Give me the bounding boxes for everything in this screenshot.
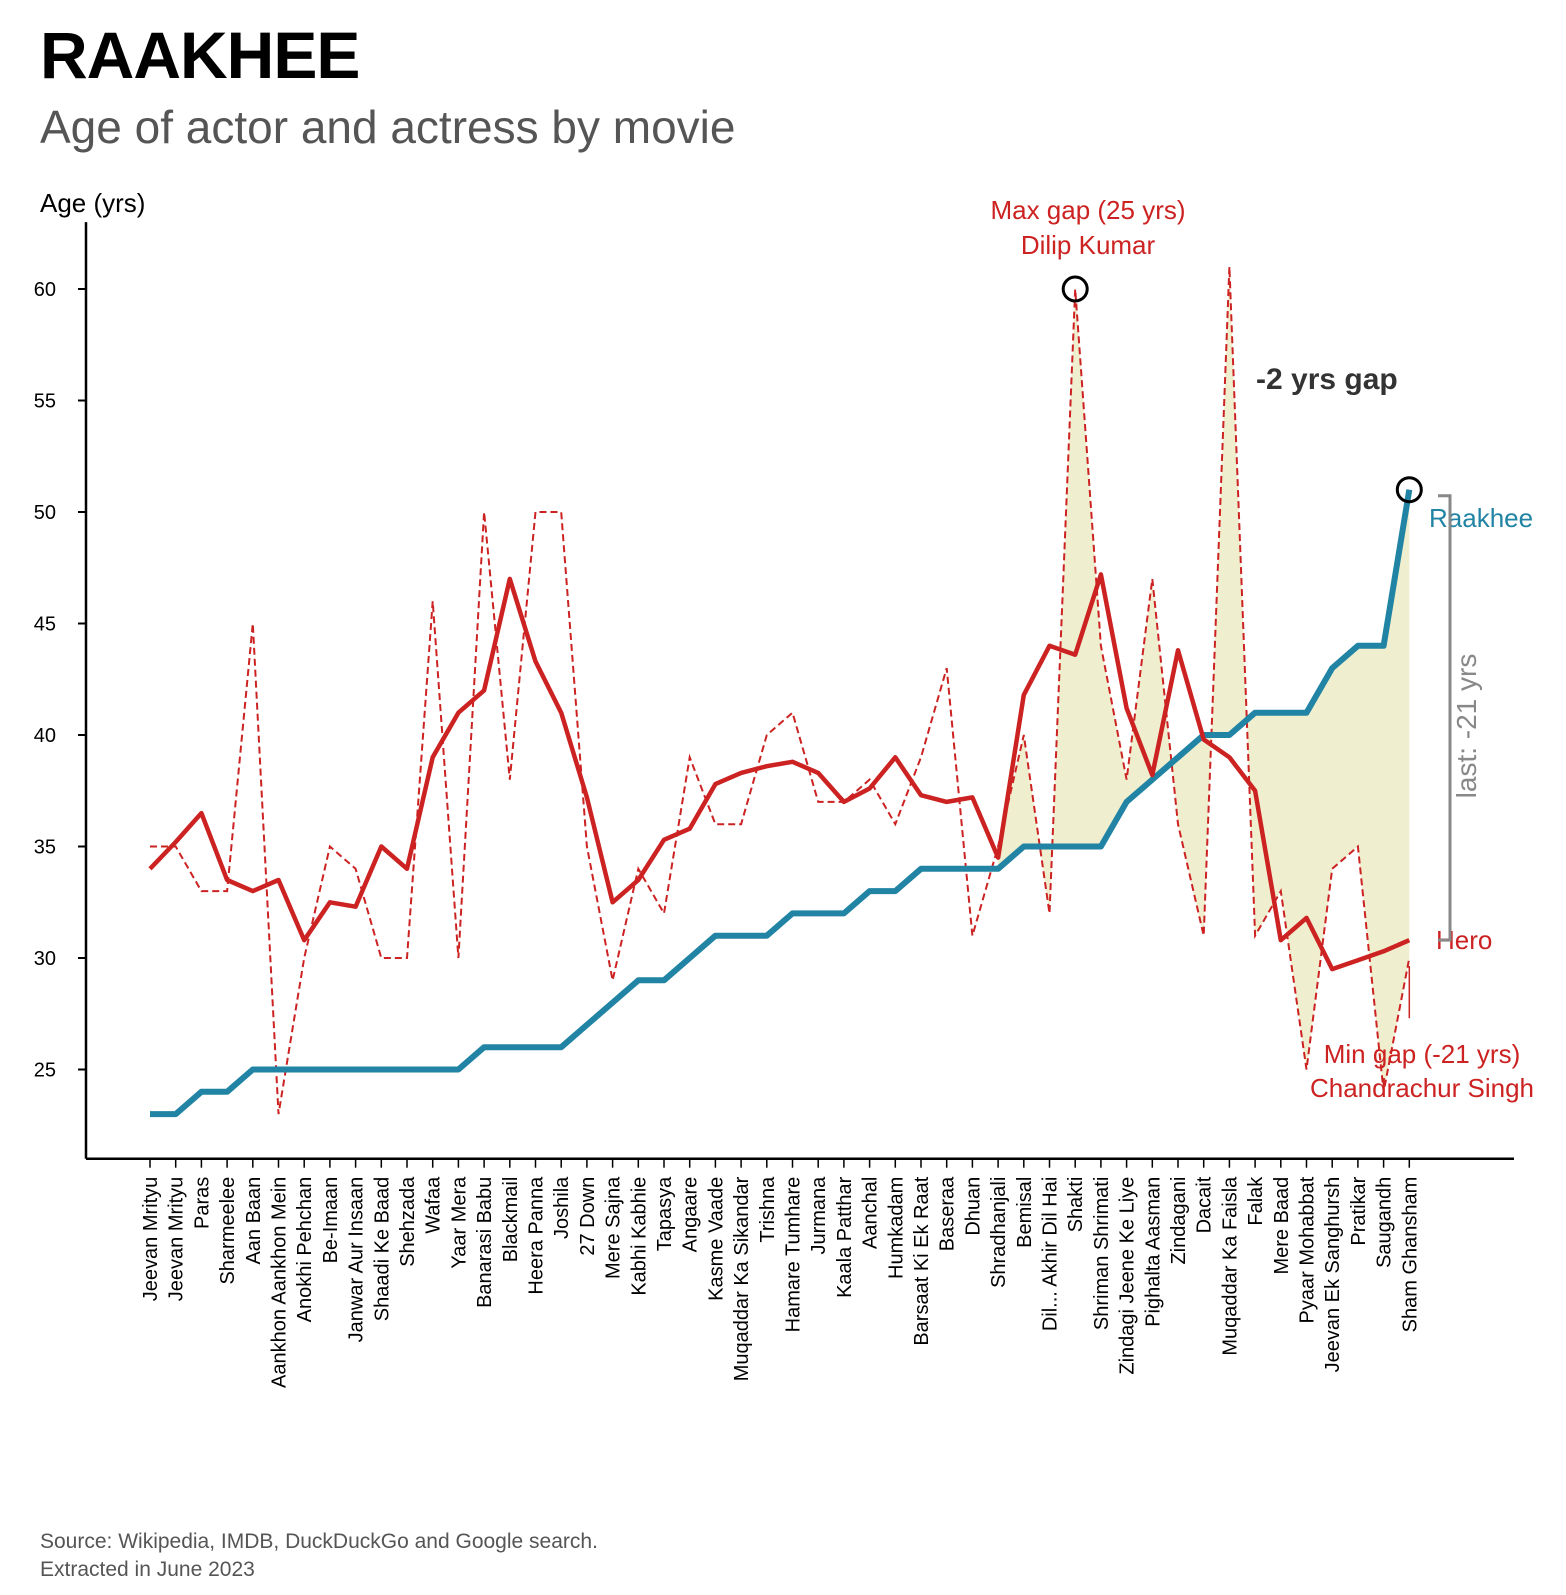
actress-series-label: Raakhee [1429, 503, 1533, 533]
x-tick-label: Trishna [757, 1176, 779, 1243]
actress-age-line [150, 489, 1413, 1118]
x-tick-label: Pighalta Aasman [1142, 1177, 1164, 1327]
y-tick-label: 25 [34, 1060, 56, 1082]
line-chart: Age (yrs) 25 30 35 40 45 50 55 60 Jeevan Mrityu… [34, 188, 1534, 1388]
min-gap-actor: Chandrachur Singh [1310, 1073, 1534, 1103]
max-gap-actor: Dilip Kumar [1021, 230, 1156, 260]
x-tick-label: Muqaddar Ka Faisla [1219, 1176, 1241, 1356]
x-tick-label: Angaare [680, 1177, 702, 1253]
x-tick-label: Hamare Tumhare [783, 1177, 805, 1333]
x-axis: Jeevan Mrityu Jeevan Mrityu Paras Sharmeele… [86, 1157, 1514, 1388]
gap-fill-area [998, 266, 1410, 1092]
x-tick-label: Pratikar [1348, 1176, 1370, 1245]
footer: Source: Wikipedia, IMDB, DuckDuckGo and … [40, 1528, 598, 1584]
x-tick-label: Blackmail [500, 1177, 522, 1263]
x-tick-label: Dil... Akhir Dil Hai [1040, 1177, 1062, 1331]
x-tick-label: Humkadam [885, 1177, 907, 1279]
x-tick-label: Zindagani [1168, 1177, 1190, 1265]
x-tick-label: Jeevan Mrityu [166, 1177, 188, 1302]
gap-fill-polygon [998, 266, 1410, 1092]
max-gap-marker [1061, 275, 1089, 303]
source-note: Source: Wikipedia, IMDB, DuckDuckGo and … [40, 1530, 598, 1553]
x-tick-label: Jeevan Mrityu [140, 1177, 162, 1302]
y-tick-label: 30 [34, 948, 56, 970]
x-tick-label: Joshila [551, 1176, 573, 1239]
x-tick-label: Pyaar Mohabbat [1297, 1176, 1319, 1323]
x-tick-label: Dhuan [962, 1177, 984, 1236]
x-tick-label: Kabhi Kabhie [628, 1177, 650, 1296]
y-tick-label: 40 [34, 725, 56, 747]
x-tick-label: Banarasi Babu [474, 1177, 496, 1308]
series-layer [148, 266, 1413, 1118]
x-tick-label: Mere Sajna [603, 1176, 625, 1279]
x-tick-label: Dacait [1194, 1176, 1216, 1233]
y-tick-label: 55 [34, 391, 56, 413]
x-tick-label: Shradhanjali [988, 1177, 1010, 1288]
x-tick-label: Shaadi Ke Baad [371, 1177, 393, 1322]
x-tick-label: Bemisal [1014, 1177, 1036, 1248]
x-tick-label: Tapasya [654, 1176, 676, 1251]
y-axis: Age (yrs) 25 30 35 40 45 50 55 60 [34, 188, 145, 1159]
chart-subtitle: Age of actor and actress by movie [40, 101, 736, 153]
hero-age-dashed-line [150, 266, 1411, 1115]
y-tick-label: 35 [34, 837, 56, 859]
x-tick-label: Saugandh [1374, 1177, 1396, 1268]
x-tick-label: Jurmana [808, 1176, 830, 1255]
x-tick-label: Heera Panna [526, 1176, 548, 1295]
last-gap-label: last: -21 yrs [1451, 654, 1482, 799]
extraction-note: Extracted in June 2023 [40, 1558, 255, 1581]
x-tick-label: Sham Ghansham [1399, 1177, 1421, 1333]
chart-title: RAAKHEE [40, 18, 360, 92]
x-tick-label: Jeevan Ek Sanghursh [1322, 1177, 1344, 1373]
x-tick-label: Be-Imaan [320, 1177, 342, 1264]
x-tick-label: Anokhi Pehchan [294, 1177, 316, 1323]
hero-age-trend-line [148, 572, 1411, 972]
x-tick-label: Yaar Mera [448, 1176, 470, 1269]
x-tick-label: 27 Down [577, 1177, 599, 1256]
x-tick-label: Janwar Aur Insaan [346, 1177, 368, 1343]
x-tick-label: Aankhon Aankhon Mein [269, 1177, 291, 1388]
x-tick-label: Shriman Shrimati [1091, 1177, 1113, 1330]
max-gap-label: Max gap (25 yrs) [990, 195, 1185, 225]
last-point-marker [1395, 476, 1423, 504]
x-tick-label: Shehzada [397, 1176, 419, 1267]
y-tick-label: 45 [34, 614, 56, 636]
x-tick-label: Paras [191, 1177, 213, 1229]
x-tick-label: Zindagi Jeene Ke Liye [1117, 1177, 1139, 1375]
x-tick-label: Mere Baad [1271, 1177, 1293, 1275]
x-tick-label: Baseraa [937, 1176, 959, 1251]
y-axis-label: Age (yrs) [40, 188, 145, 218]
min-gap-label: Min gap (-21 yrs) [1324, 1039, 1521, 1069]
x-tick-label: Falak [1245, 1176, 1267, 1226]
x-tick-label: Kaala Patthar [834, 1176, 856, 1298]
annotation-layer: Max gap (25 yrs) Dilip Kumar -2 yrs gap … [990, 195, 1534, 1103]
x-tick-label: Shakti [1065, 1177, 1087, 1233]
y-tick-label: 60 [34, 279, 56, 301]
x-tick-label: Aan Baan [243, 1177, 265, 1265]
gap-label: -2 yrs gap [1256, 363, 1398, 396]
x-tick-label: Aanchal [860, 1177, 882, 1249]
y-tick-label: 50 [34, 502, 56, 524]
x-tick-label: Barsaat Ki Ek Raat [911, 1176, 933, 1345]
x-tick-label: Sharmeelee [217, 1177, 239, 1285]
last-gap-bracket [1438, 494, 1452, 942]
x-tick-label: Muqaddar Ka Sikandar [731, 1176, 753, 1381]
x-tick-label: Wafaa [423, 1176, 445, 1234]
x-tick-label: Kasme Vaade [705, 1177, 727, 1301]
